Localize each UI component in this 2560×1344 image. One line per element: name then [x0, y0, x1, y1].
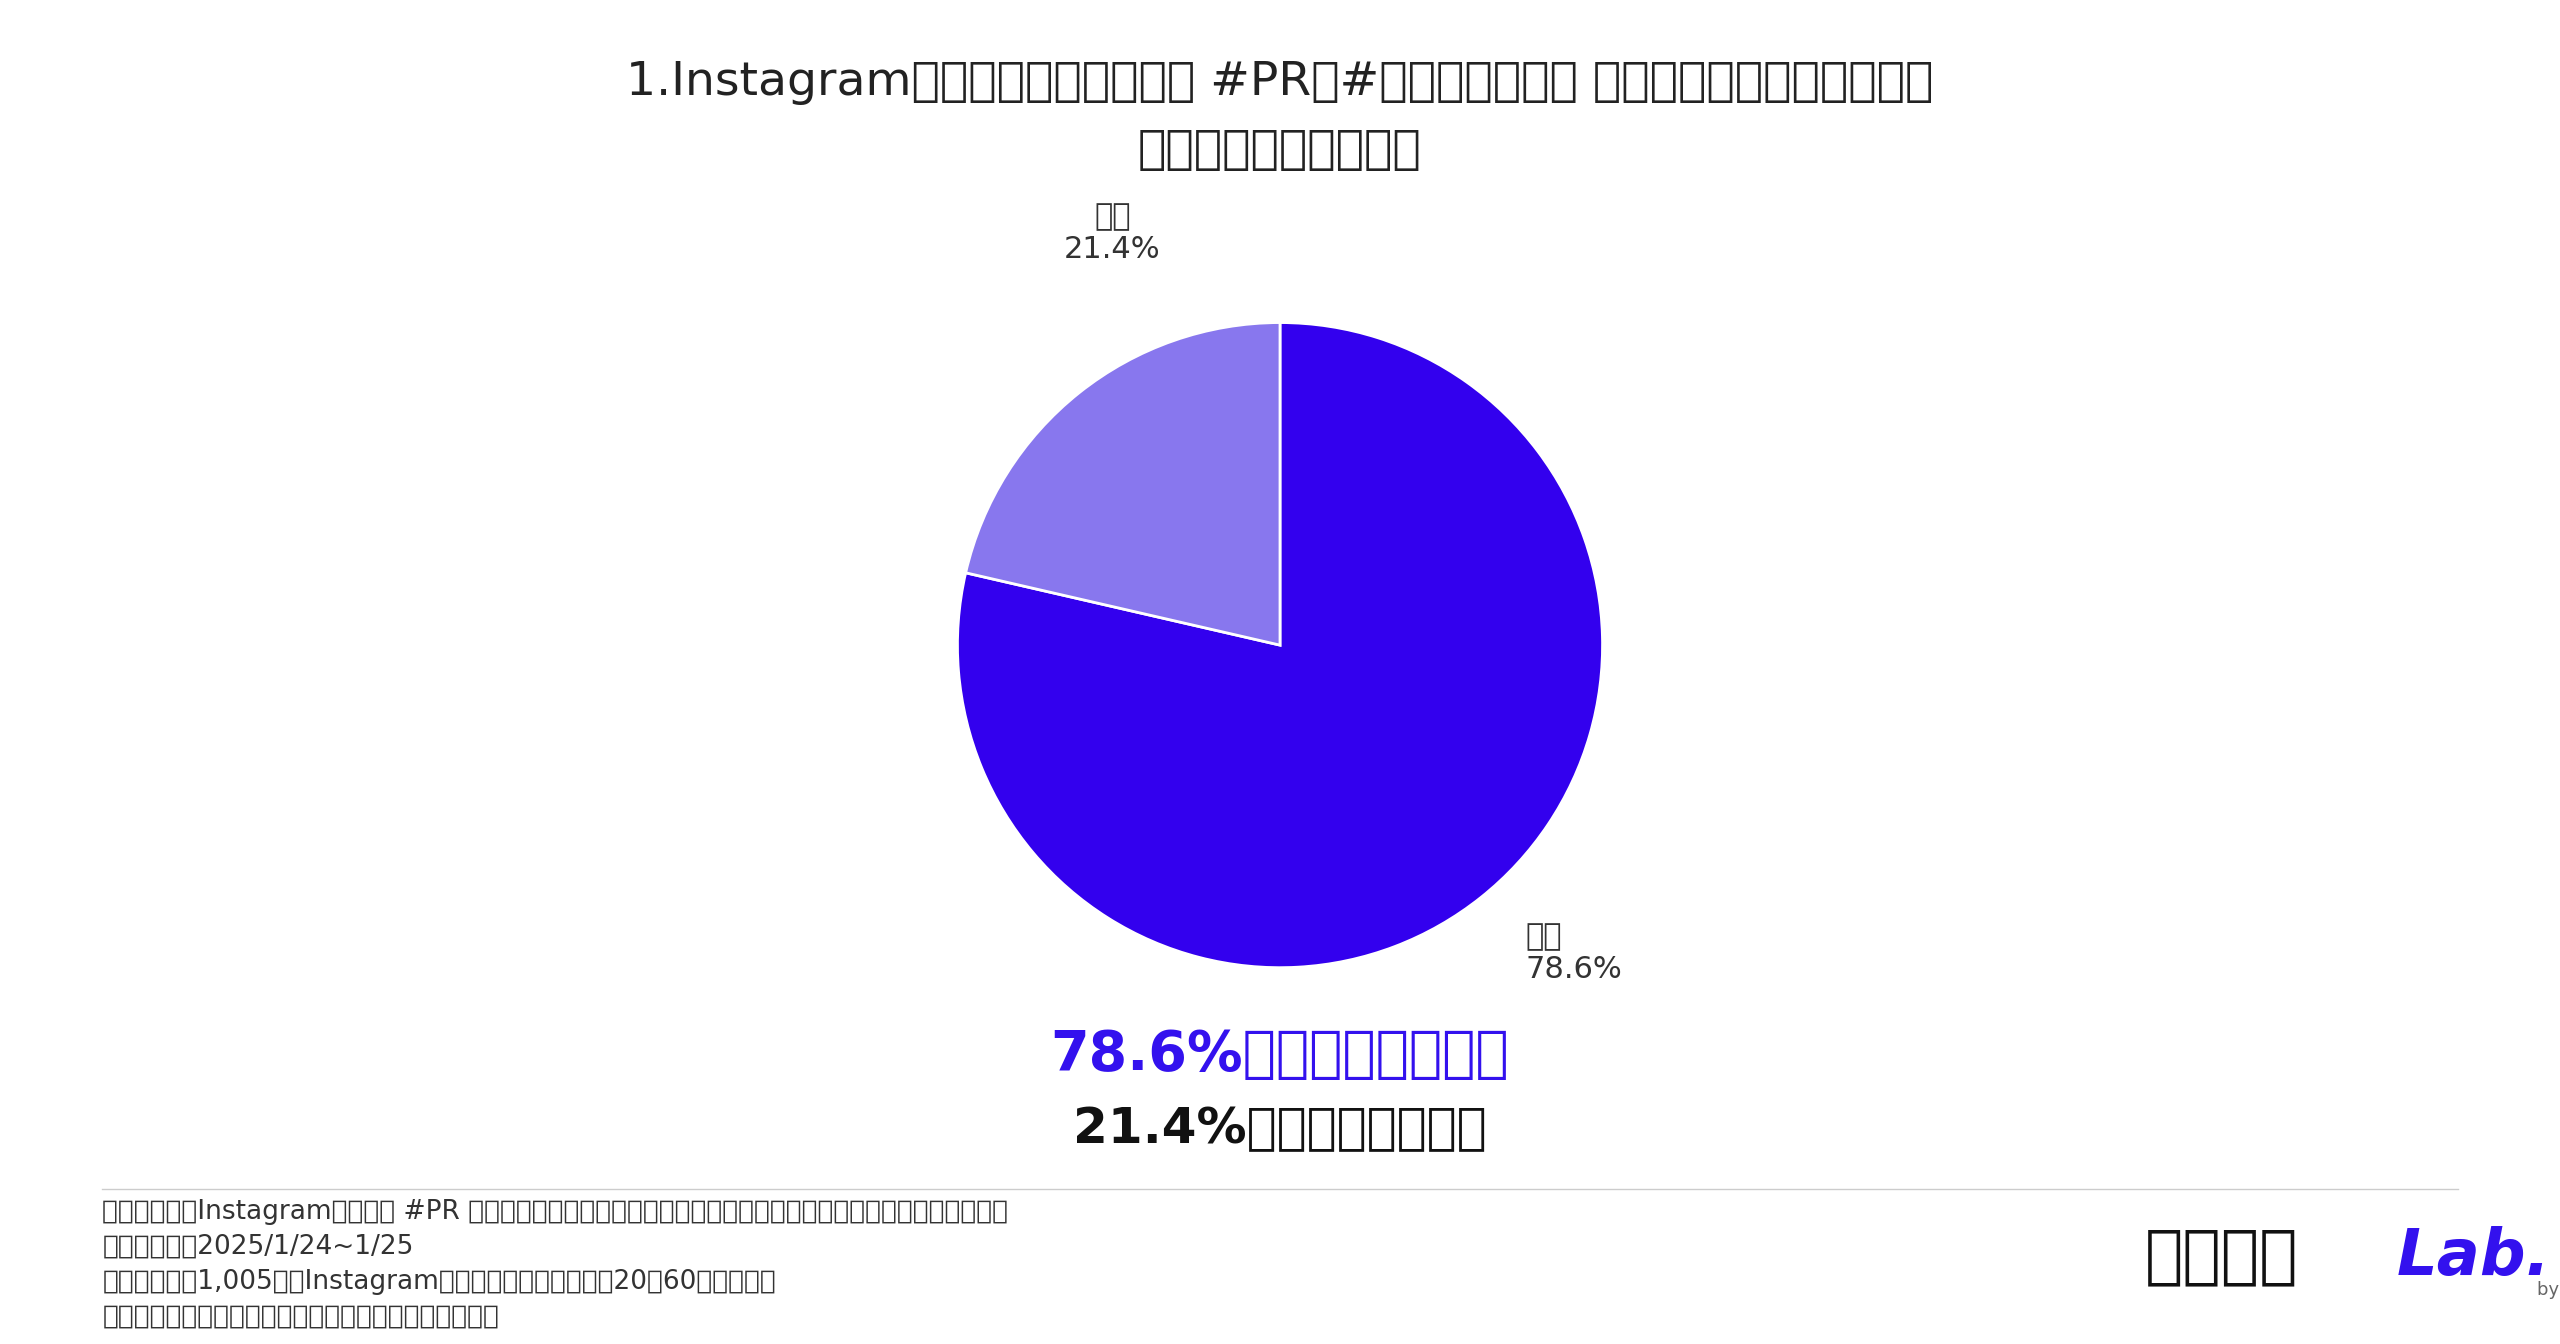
Text: 【調査内容：Instagramにおける #PR 投稿およびタイアップ投稿を通じた購買体験に関するアンケート調査結果】: 【調査内容：Instagramにおける #PR 投稿およびタイアップ投稿を通じた… [102, 1199, 1009, 1224]
Text: ・調査方法：インターネット調査（クラウドワークス）: ・調査方法：インターネット調査（クラウドワークス） [102, 1304, 499, 1329]
Text: 21.4%は「ない」と回答: 21.4%は「ない」と回答 [1073, 1105, 1487, 1153]
Text: キーマケ: キーマケ [2145, 1226, 2299, 1288]
Text: Lab.: Lab. [2396, 1226, 2550, 1288]
Text: ある
78.6%: ある 78.6% [1526, 922, 1623, 984]
Text: ない
21.4%: ない 21.4% [1065, 202, 1160, 265]
Text: 78.6%が「ある」と回答: 78.6%が「ある」と回答 [1050, 1028, 1510, 1082]
Text: ・調査対象：1,005名（Instagramを日常的に利用している20〜60代の男女）: ・調査対象：1,005名（Instagramを日常的に利用している20〜60代の… [102, 1269, 776, 1294]
Text: 見たことがありますか: 見たことがありますか [1139, 128, 1421, 172]
Text: ・調査期間：2025/1/24~1/25: ・調査期間：2025/1/24~1/25 [102, 1234, 415, 1259]
Wedge shape [957, 323, 1603, 968]
Text: by VectorDigital: by VectorDigital [2537, 1281, 2560, 1300]
Text: 1.Instagramで、タイアップ投稿や #PR、#プロモーション などのタグが付いた投稿を: 1.Instagramで、タイアップ投稿や #PR、#プロモーション などのタグ… [627, 60, 1933, 105]
Wedge shape [965, 323, 1280, 645]
